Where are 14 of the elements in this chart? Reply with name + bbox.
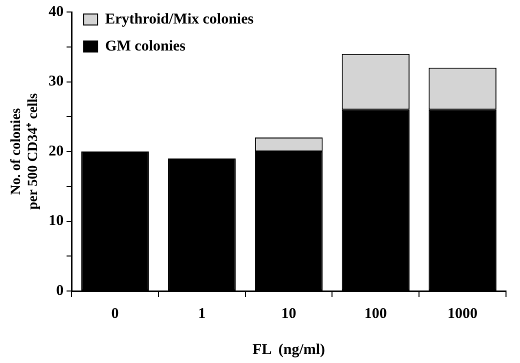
y-tick-label: 40 [48,4,64,20]
x-axis-title: FL (ng/ml) [252,342,326,358]
x-tick-label: 0 [111,306,119,322]
x-tick-label: 10 [281,306,296,322]
legend-label: GM colonies [105,38,186,54]
x-tick-label: 1000 [448,306,478,322]
y-tick-label: 20 [48,143,64,160]
y-axis-title: No. of colonies per 500 CD34⁺ cells [9,92,41,210]
y-tick-label: 10 [48,213,64,230]
x-tick-label: 100 [364,306,387,322]
y-tick-label: 30 [48,74,64,90]
x-tick-label: 1 [198,306,206,322]
y-tick-label: 0 [56,282,64,299]
legend-label: Erythroid/Mix colonies [105,11,254,28]
